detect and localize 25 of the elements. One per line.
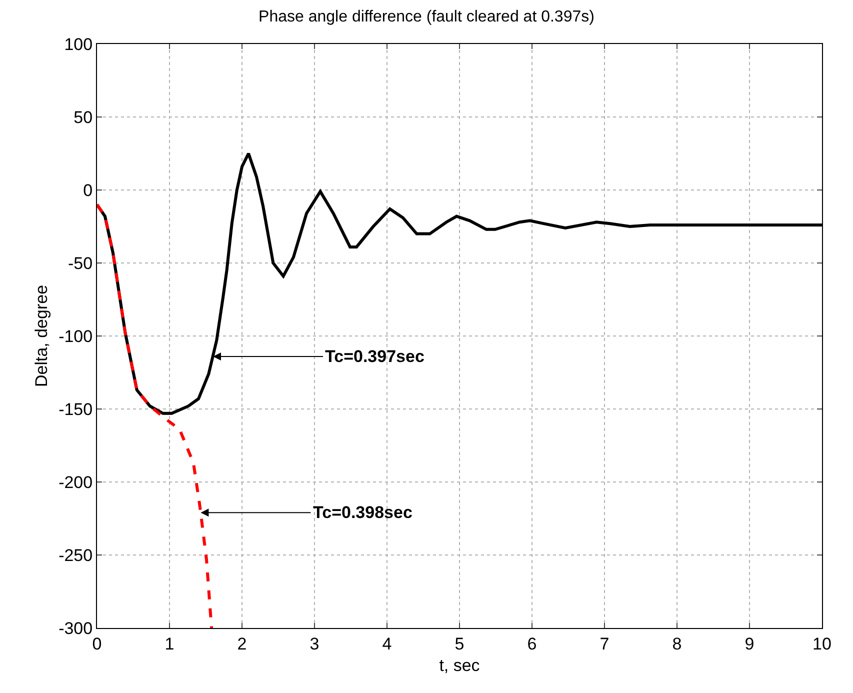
x-tick-label: 2 xyxy=(237,634,247,654)
x-tick-label: 7 xyxy=(600,634,610,654)
y-tick-label: -200 xyxy=(58,472,93,492)
line-series xyxy=(97,203,214,628)
y-tick-label: 50 xyxy=(74,108,93,127)
x-tick-label: 10 xyxy=(812,634,832,654)
y-tick-label: 0 xyxy=(83,180,93,200)
x-tick-label: 1 xyxy=(164,634,174,654)
x-tick-label: 3 xyxy=(310,634,320,654)
annotation: Tc=0.398sec xyxy=(313,503,412,522)
y-tick-label: -150 xyxy=(58,400,93,419)
chart-title: Phase angle difference (fault cleared at 0.397s) xyxy=(258,8,594,26)
y-axis-title: Delta, degree xyxy=(32,284,52,388)
x-axis-title: t, sec xyxy=(439,656,480,675)
y-tick-label: -100 xyxy=(58,326,93,346)
x-tick-label: 9 xyxy=(744,634,754,654)
y-tick-label: -50 xyxy=(68,254,93,273)
x-tick-label: 8 xyxy=(672,634,682,654)
y-tick-label: 100 xyxy=(64,34,93,54)
x-tick-label: 6 xyxy=(527,634,537,654)
x-tick-label: 5 xyxy=(454,634,464,654)
x-tick-label: 4 xyxy=(382,634,392,654)
y-tick-label: -250 xyxy=(58,546,93,565)
y-tick-label: -300 xyxy=(58,618,93,638)
annotation: Tc=0.397sec xyxy=(325,347,424,366)
